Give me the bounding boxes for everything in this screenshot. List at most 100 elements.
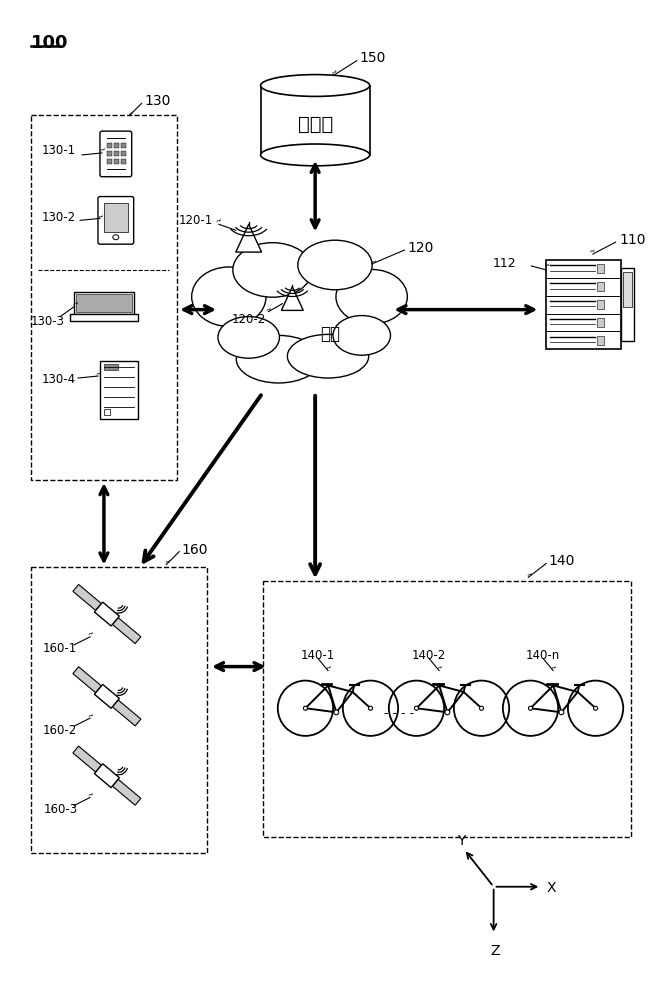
- Ellipse shape: [304, 706, 308, 710]
- Polygon shape: [73, 584, 101, 610]
- Ellipse shape: [445, 710, 450, 715]
- Bar: [107, 143, 112, 148]
- Bar: [104, 364, 118, 370]
- Bar: [597, 300, 604, 309]
- Bar: [597, 282, 604, 291]
- Ellipse shape: [414, 706, 418, 710]
- Text: 130-4: 130-4: [41, 373, 76, 386]
- Text: 120-1: 120-1: [179, 214, 213, 227]
- Text: ~: ~: [86, 710, 96, 721]
- Text: ~: ~: [98, 145, 108, 156]
- Bar: [597, 336, 604, 345]
- Text: 150: 150: [360, 51, 386, 65]
- FancyBboxPatch shape: [98, 197, 134, 244]
- Text: ~: ~: [86, 629, 96, 640]
- Text: ~: ~: [96, 211, 106, 222]
- Bar: [597, 264, 604, 273]
- Text: ~: ~: [264, 305, 274, 316]
- FancyBboxPatch shape: [76, 294, 132, 312]
- Text: X: X: [546, 881, 556, 895]
- Text: 100: 100: [30, 34, 68, 52]
- Text: ~: ~: [524, 569, 534, 580]
- Ellipse shape: [559, 710, 564, 715]
- Ellipse shape: [334, 710, 339, 715]
- Ellipse shape: [479, 706, 483, 710]
- Text: ~: ~: [588, 246, 597, 257]
- Polygon shape: [113, 700, 141, 726]
- Polygon shape: [94, 764, 119, 788]
- Bar: [114, 151, 119, 156]
- Polygon shape: [94, 684, 119, 708]
- Text: ~: ~: [86, 789, 96, 800]
- Text: ~: ~: [94, 368, 104, 379]
- Bar: [121, 143, 126, 148]
- Text: 网络: 网络: [320, 325, 340, 343]
- Polygon shape: [113, 779, 141, 805]
- Text: 130: 130: [145, 94, 171, 108]
- Ellipse shape: [369, 706, 373, 710]
- Text: 110: 110: [619, 233, 646, 247]
- FancyBboxPatch shape: [74, 292, 134, 314]
- Polygon shape: [281, 287, 303, 310]
- Ellipse shape: [336, 269, 407, 324]
- Text: ~: ~: [549, 663, 559, 674]
- Text: 120: 120: [407, 241, 434, 255]
- Text: 140: 140: [548, 554, 575, 568]
- Text: 160: 160: [181, 543, 208, 557]
- Text: ~: ~: [70, 299, 80, 310]
- Polygon shape: [113, 618, 141, 644]
- Bar: [114, 159, 119, 164]
- Text: Y: Y: [457, 834, 465, 848]
- Polygon shape: [94, 602, 119, 626]
- FancyBboxPatch shape: [70, 314, 138, 321]
- FancyBboxPatch shape: [104, 203, 128, 232]
- Ellipse shape: [218, 317, 279, 358]
- Text: ~: ~: [435, 663, 445, 674]
- FancyBboxPatch shape: [261, 86, 370, 155]
- Text: 130-2: 130-2: [41, 211, 76, 224]
- Bar: [121, 151, 126, 156]
- FancyBboxPatch shape: [621, 268, 634, 341]
- Bar: [107, 151, 112, 156]
- Text: 140-2: 140-2: [412, 649, 446, 662]
- Ellipse shape: [233, 243, 312, 297]
- Polygon shape: [236, 224, 262, 252]
- Text: ~: ~: [542, 260, 552, 271]
- Bar: [121, 159, 126, 164]
- FancyBboxPatch shape: [100, 361, 138, 419]
- Text: 160-2: 160-2: [43, 724, 78, 737]
- Ellipse shape: [192, 267, 266, 326]
- Text: ~: ~: [329, 66, 340, 78]
- Text: ~: ~: [324, 663, 334, 674]
- Ellipse shape: [261, 144, 370, 166]
- Ellipse shape: [298, 240, 372, 290]
- Bar: [104, 409, 110, 415]
- Text: ~: ~: [126, 108, 137, 119]
- Text: 160-1: 160-1: [43, 642, 78, 655]
- Text: 存储器: 存储器: [298, 115, 333, 134]
- Text: 140-n: 140-n: [526, 649, 560, 662]
- Text: 120-2: 120-2: [231, 313, 266, 326]
- Ellipse shape: [528, 706, 532, 710]
- Bar: [597, 318, 604, 327]
- Text: 140-1: 140-1: [301, 649, 335, 662]
- Text: ~: ~: [162, 556, 172, 567]
- Ellipse shape: [261, 75, 370, 96]
- Bar: [114, 143, 119, 148]
- Text: ~: ~: [214, 215, 224, 226]
- Bar: [107, 159, 112, 164]
- Text: 130-1: 130-1: [41, 144, 76, 157]
- FancyBboxPatch shape: [546, 260, 621, 349]
- Text: 112: 112: [493, 257, 516, 270]
- Text: - - - -: - - - -: [385, 707, 414, 720]
- FancyBboxPatch shape: [100, 131, 132, 177]
- Text: 130-3: 130-3: [30, 315, 64, 328]
- Text: ~: ~: [369, 257, 379, 268]
- FancyBboxPatch shape: [623, 272, 633, 307]
- Ellipse shape: [236, 267, 365, 356]
- Polygon shape: [73, 667, 101, 693]
- Ellipse shape: [593, 706, 597, 710]
- Ellipse shape: [236, 335, 321, 383]
- Text: Z: Z: [491, 944, 501, 958]
- Text: 160-3: 160-3: [43, 803, 78, 816]
